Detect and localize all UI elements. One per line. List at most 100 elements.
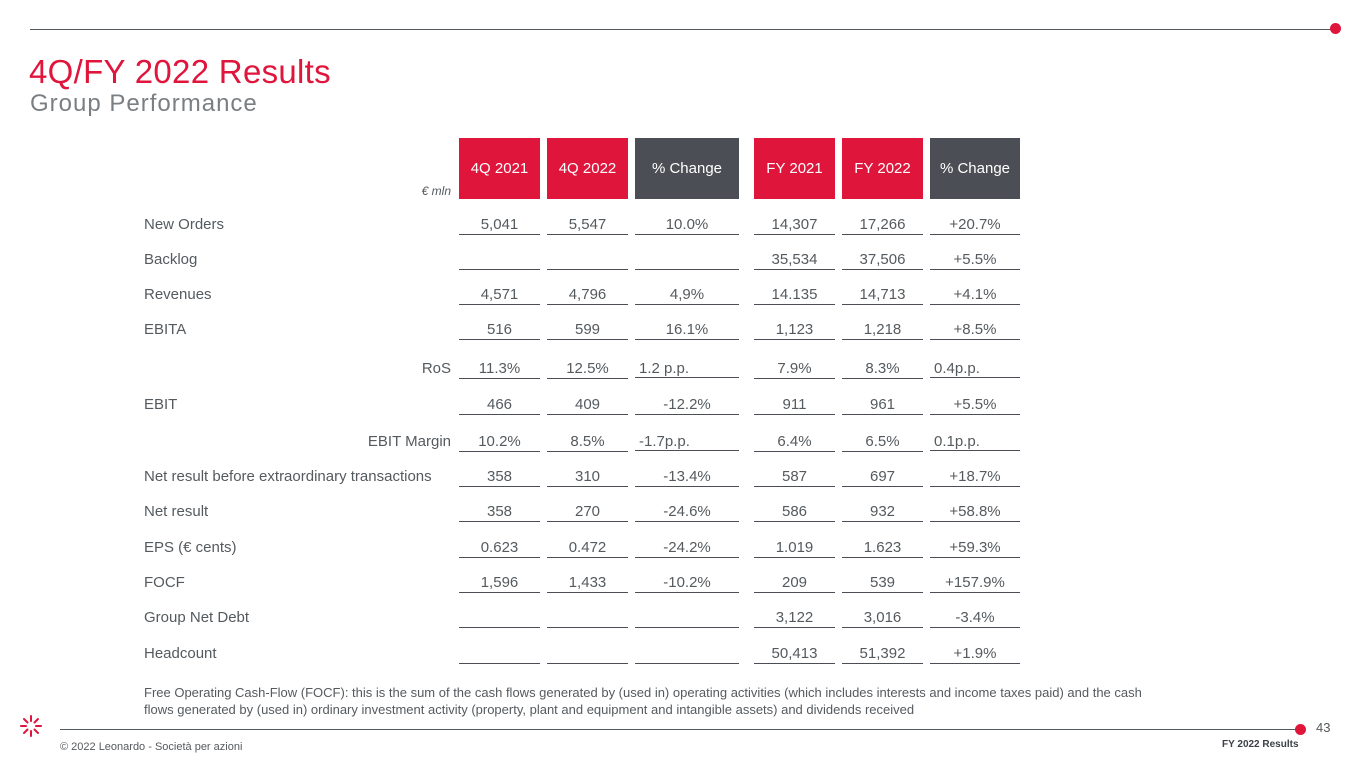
footnote: Free Operating Cash-Flow (FOCF): this is… bbox=[144, 685, 1142, 717]
table-cell: 0.623 bbox=[459, 539, 540, 558]
table-row: New Orders 5,041 5,547 10.0% 14,307 17,266 +20… bbox=[0, 216, 1100, 236]
table-cell: 1.019 bbox=[754, 539, 835, 558]
table-row: Backlog 35,534 37,506 +5.5% bbox=[0, 251, 1100, 271]
table-cell: 1.2 p.p. bbox=[635, 360, 739, 378]
table-cell: 50,413 bbox=[754, 645, 835, 664]
row-label: EBIT Margin bbox=[367, 433, 451, 450]
table-cell: 4,571 bbox=[459, 286, 540, 305]
table-cell: +4.1% bbox=[930, 286, 1020, 305]
table-row: EBITA 516 599 16.1% 1,123 1,218 +8.5% bbox=[0, 321, 1100, 341]
table-cell: +59.3% bbox=[930, 539, 1020, 558]
table-cell: 6.5% bbox=[842, 433, 923, 452]
table-cell bbox=[547, 609, 628, 628]
table-cell: 961 bbox=[842, 396, 923, 415]
table-cell: 1,433 bbox=[547, 574, 628, 593]
table-cell: 1,123 bbox=[754, 321, 835, 340]
table-cell: 932 bbox=[842, 503, 923, 522]
table-cell: +18.7% bbox=[930, 468, 1020, 487]
table-cell: 0.472 bbox=[547, 539, 628, 558]
table-cell: 697 bbox=[842, 468, 923, 487]
table-cell: 1,596 bbox=[459, 574, 540, 593]
table-row: Revenues 4,571 4,796 4,9% 14.135 14,713 +4.1% bbox=[0, 286, 1100, 306]
bottom-divider bbox=[60, 729, 1298, 730]
column-header-0: 4Q 2021 bbox=[459, 138, 540, 199]
table-cell: 37,506 bbox=[842, 251, 923, 270]
table-row: Group Net Debt 3,122 3,016 -3.4% bbox=[0, 609, 1100, 629]
table-cell: 5,041 bbox=[459, 216, 540, 235]
table-cell: 0.4p.p. bbox=[930, 360, 1020, 378]
table-row: EBIT Margin 10.2% 8.5% -1.7p.p. 6.4% 6.5% 0.1p… bbox=[0, 433, 1100, 453]
table-cell: 8.5% bbox=[547, 433, 628, 452]
footer-label: FY 2022 Results bbox=[1222, 739, 1299, 750]
table-row: Net result before extraordinary transact… bbox=[0, 468, 1100, 488]
page-title: 4Q/FY 2022 Results bbox=[29, 53, 331, 90]
unit-label: € mln bbox=[421, 184, 451, 198]
table-cell bbox=[635, 645, 739, 664]
table-cell bbox=[635, 609, 739, 628]
table-cell: 10.0% bbox=[635, 216, 739, 235]
row-label: EBIT bbox=[144, 396, 178, 413]
table-cell: 5,547 bbox=[547, 216, 628, 235]
table-cell: 1.623 bbox=[842, 539, 923, 558]
table-cell bbox=[635, 251, 739, 270]
table-cell bbox=[547, 251, 628, 270]
table-cell: 17,266 bbox=[842, 216, 923, 235]
table-row: RoS 11.3% 12.5% 1.2 p.p. 7.9% 8.3% 0.4p.p. bbox=[0, 360, 1100, 380]
column-header-5: % Change bbox=[930, 138, 1020, 199]
page-subtitle: Group Performance bbox=[30, 90, 258, 117]
table-cell: +20.7% bbox=[930, 216, 1020, 235]
table-cell: 10.2% bbox=[459, 433, 540, 452]
table-cell: -12.2% bbox=[635, 396, 739, 415]
table-cell: 586 bbox=[754, 503, 835, 522]
table-cell: 8.3% bbox=[842, 360, 923, 379]
table-cell: 7.9% bbox=[754, 360, 835, 379]
table-cell: 14,307 bbox=[754, 216, 835, 235]
table-cell: -24.6% bbox=[635, 503, 739, 522]
table-cell: 51,392 bbox=[842, 645, 923, 664]
table-row: EPS (€ cents) 0.623 0.472 -24.2% 1.019 1.623 +… bbox=[0, 539, 1100, 559]
table-cell: 14.135 bbox=[754, 286, 835, 305]
table-cell: 14,713 bbox=[842, 286, 923, 305]
column-header-1: 4Q 2022 bbox=[547, 138, 628, 199]
table-cell: +8.5% bbox=[930, 321, 1020, 340]
table-cell bbox=[459, 645, 540, 664]
table-cell: +5.5% bbox=[930, 251, 1020, 270]
table-cell: 6.4% bbox=[754, 433, 835, 452]
table-row: EBIT 466 409 -12.2% 911 961 +5.5% bbox=[0, 396, 1100, 416]
column-header-3: FY 2021 bbox=[754, 138, 835, 199]
row-label: New Orders bbox=[144, 216, 225, 233]
table-cell: +1.9% bbox=[930, 645, 1020, 664]
table-cell: 911 bbox=[754, 396, 835, 415]
table-cell: -3.4% bbox=[930, 609, 1020, 628]
table-cell: +5.5% bbox=[930, 396, 1020, 415]
table-cell: 3,122 bbox=[754, 609, 835, 628]
table-cell: 358 bbox=[459, 468, 540, 487]
table-cell: 0.1p.p. bbox=[930, 433, 1020, 451]
table-cell bbox=[459, 251, 540, 270]
row-label: Backlog bbox=[144, 251, 198, 268]
table-cell: 539 bbox=[842, 574, 923, 593]
table-cell: 35,534 bbox=[754, 251, 835, 270]
row-label: Net result before extraordinary transact… bbox=[144, 468, 432, 485]
table-row: Net result 358 270 -24.6% 586 932 +58.8% bbox=[0, 503, 1100, 523]
table-cell bbox=[459, 609, 540, 628]
table-cell: -10.2% bbox=[635, 574, 739, 593]
table-cell: 11.3% bbox=[459, 360, 540, 379]
page-number: 43 bbox=[1316, 720, 1331, 735]
table-cell: 587 bbox=[754, 468, 835, 487]
table-cell: 3,016 bbox=[842, 609, 923, 628]
table-cell: 466 bbox=[459, 396, 540, 415]
table-cell: +157.9% bbox=[930, 574, 1020, 593]
table-cell: 209 bbox=[754, 574, 835, 593]
table-cell bbox=[547, 645, 628, 664]
table-cell: 1,218 bbox=[842, 321, 923, 340]
top-divider bbox=[30, 29, 1335, 30]
top-divider-dot bbox=[1330, 23, 1341, 34]
table-cell: 12.5% bbox=[547, 360, 628, 379]
leonardo-logo-icon bbox=[20, 715, 42, 737]
table-cell: 516 bbox=[459, 321, 540, 340]
row-label: EBITA bbox=[144, 321, 187, 338]
table-cell: 270 bbox=[547, 503, 628, 522]
row-label: Headcount bbox=[144, 645, 217, 662]
table-row: FOCF 1,596 1,433 -10.2% 209 539 +157.9% bbox=[0, 574, 1100, 594]
